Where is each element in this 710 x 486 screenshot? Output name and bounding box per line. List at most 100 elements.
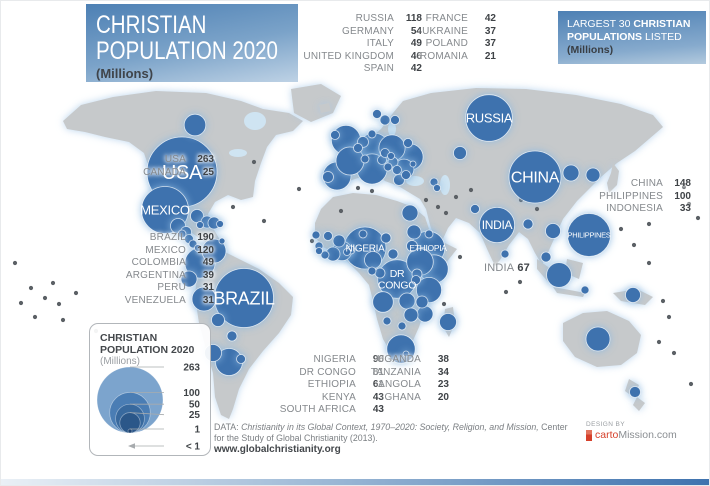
landmass-new-zealand (625, 379, 645, 411)
bubble-serbia (392, 165, 402, 175)
list-europe-col1: RUSSIA 118 GERMANY 54 ITALY 49 UNITED KINGDOM 4… (303, 13, 422, 76)
small-population-dot (296, 186, 302, 192)
landmass-eurasia (323, 88, 663, 266)
bubble-namibia (382, 316, 392, 326)
small-population-dot (18, 300, 24, 306)
note-units: (Millions) (567, 44, 614, 56)
small-population-dot (453, 194, 459, 200)
bubble-finland (390, 115, 400, 125)
landmass-iceland (319, 103, 331, 113)
india-callout: INDIA 67 (484, 262, 530, 274)
title-box: CHRISTIAN POPULATION 2020 (Millions) (86, 4, 298, 82)
country-list-item: CHINA 148 (630, 178, 691, 189)
small-population-dot (503, 289, 509, 295)
bubble-label-dr-congo: CONGO (378, 279, 416, 291)
india-callout-value: 67 (517, 262, 530, 274)
bubble-jamaica (196, 221, 204, 229)
country-list-item: VENEZUELA 31 (124, 294, 214, 306)
small-population-dot (28, 285, 34, 291)
bubble-south-sudan (406, 240, 418, 252)
bubble-malaysia (540, 251, 552, 263)
legend-units: (Millions) (100, 356, 140, 367)
design-credit: DESIGN BY carto Mission.com (586, 421, 677, 441)
bubble-canada (183, 113, 207, 137)
bubble-ireland (330, 130, 340, 140)
small-population-dot (631, 242, 637, 248)
bubble-japan (585, 167, 601, 183)
bubble-label-nigeria: NIGERIA (345, 244, 385, 255)
bubble-pakistan (470, 204, 480, 214)
small-population-dots (12, 159, 701, 387)
country-list-item: ANGOLA 23 (378, 379, 449, 391)
bubble-botswana (397, 321, 407, 331)
small-population-dot (646, 260, 652, 266)
small-population-dot (251, 159, 257, 165)
bubble-timor (580, 285, 590, 295)
bubble-label-usa: USA (162, 162, 203, 184)
bubble-chad (380, 232, 392, 244)
small-population-dot (338, 208, 344, 214)
legend-callout-line (129, 412, 165, 416)
bubble-congo (374, 267, 386, 279)
bubble-belarus (403, 138, 413, 148)
data-label: DATA: (214, 422, 239, 432)
bubble-label-dr-congo: DR (390, 268, 405, 280)
small-population-dot (261, 218, 267, 224)
small-population-dot (457, 254, 463, 260)
country-list-item: UKRAINE 37 (422, 25, 496, 37)
bubble-russia (465, 94, 513, 142)
small-population-dot (618, 226, 624, 232)
country-list-item: UGANDA 38 (377, 354, 449, 365)
bubble-zimbabwe (403, 307, 419, 323)
country-list-item: SPAIN 42 (363, 63, 422, 75)
small-population-dot (534, 206, 540, 212)
small-population-dot (50, 280, 56, 286)
legend-title: CHRISTIAN POPULATION 2020 (100, 332, 195, 356)
bubble-panama (194, 244, 202, 252)
bubble-uruguay (236, 354, 246, 364)
small-population-dot (56, 301, 62, 307)
baltic-sea (388, 122, 396, 136)
great-lakes (229, 149, 247, 157)
country-list-item: INDONESIA 33 (606, 203, 691, 215)
small-population-dot (12, 260, 18, 266)
small-population-dot (355, 185, 361, 191)
caspian-sea (440, 175, 450, 195)
small-population-dot (42, 295, 48, 301)
legend-arrow-head (128, 443, 135, 449)
main-title-units: (Millions) (96, 66, 154, 81)
bubble-puerto-rico (216, 220, 224, 228)
country-list-item: MEXICO 120 (145, 244, 214, 256)
data-attribution: DATA: Christianity in its Global Context… (214, 422, 568, 456)
country-list-item: COLOMBIA 49 (131, 257, 214, 269)
small-population-dot (686, 201, 692, 207)
bubble-angola (372, 291, 394, 313)
bubble-togo (343, 248, 351, 256)
website-link[interactable]: www.globalchristianity.org (214, 444, 341, 456)
bubble-peru (191, 286, 217, 312)
design-by-label: DESIGN BY (586, 421, 625, 428)
data-source-title: Christianity in its Global Context, 1970… (241, 422, 539, 432)
small-population-dot (688, 381, 694, 387)
carto-mission-link[interactable]: carto Mission.com (586, 429, 677, 441)
brand-carto: carto (595, 429, 619, 441)
bubble-sweden (379, 114, 391, 126)
bubble-sierra-leone (315, 247, 323, 255)
largest-30-note-box: LARGEST 30 CHRISTIAN POPULATIONS LISTED … (558, 11, 706, 64)
bubble-croatia (383, 162, 393, 172)
bubble-india (478, 206, 515, 243)
bubble-bulgaria (401, 170, 411, 180)
bubble-burundi (411, 275, 421, 285)
bubble-moldova (409, 160, 417, 168)
bubble-central-african-republic (387, 248, 399, 260)
population-bubbles (141, 94, 641, 398)
country-list-item: TANZANIA 34 (370, 366, 449, 378)
bubble-label-philippines: PHILIPPINES (568, 231, 611, 240)
country-list-item: PERU 31 (157, 282, 214, 294)
main-title-line2: POPULATION 2020 (96, 37, 278, 65)
bubble-senegal (311, 230, 321, 240)
country-list-item: FRANCE 42 (425, 13, 496, 24)
bubble-belgium (353, 143, 363, 153)
